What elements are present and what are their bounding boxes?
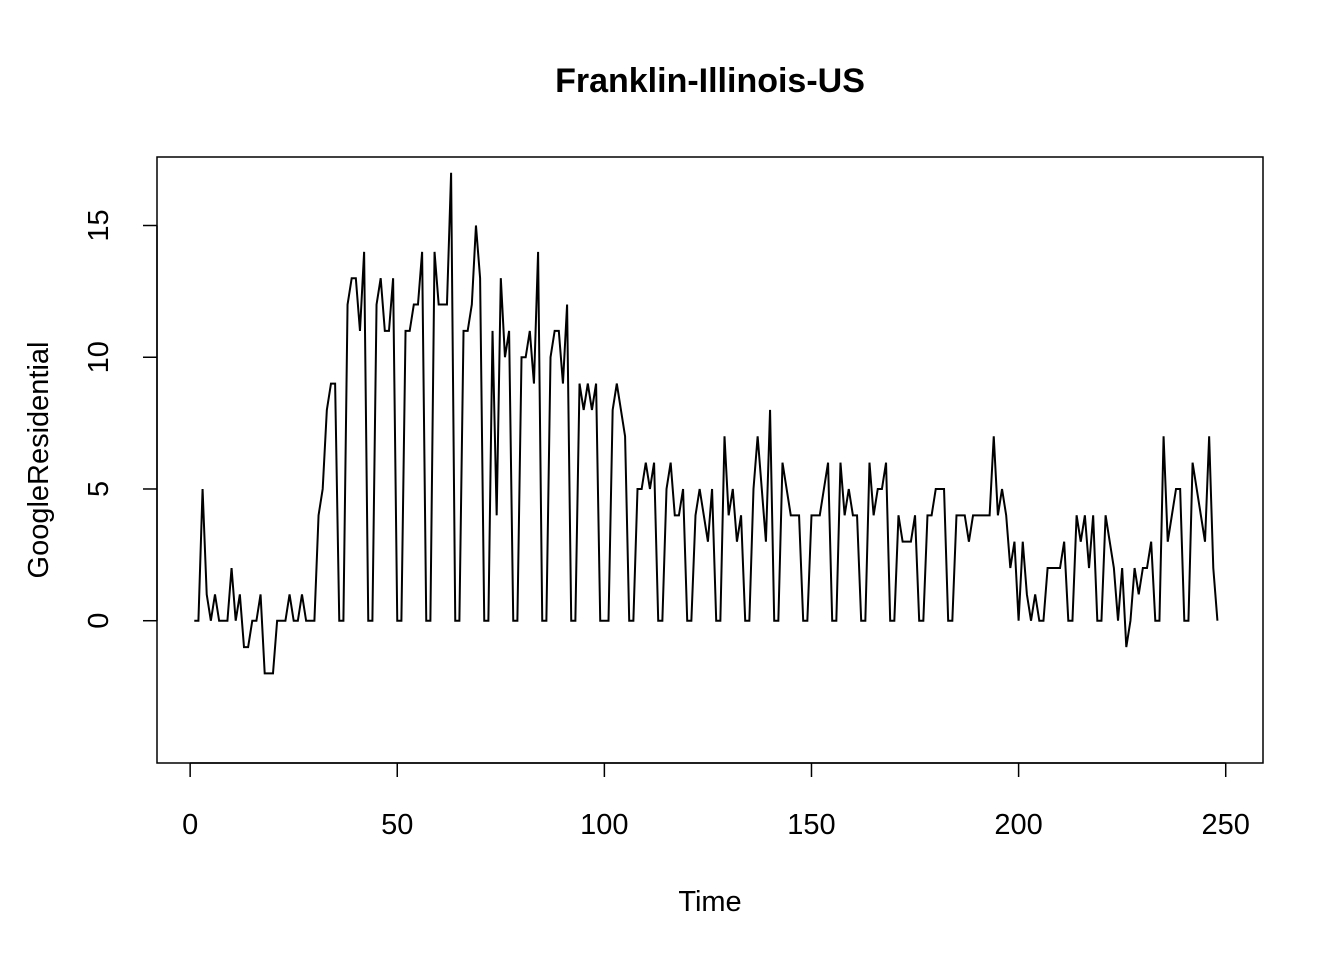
series-line <box>194 172 1219 675</box>
y-tick-label: 5 <box>83 481 115 497</box>
x-axis: 0 50 100 150 200 250 <box>182 762 1250 841</box>
x-tick-label: 150 <box>787 809 835 841</box>
chart-title: Franklin-Illinois-US <box>555 62 865 100</box>
y-axis: 0 5 10 15 <box>83 209 158 629</box>
x-tick-label: 250 <box>1202 809 1250 841</box>
x-tick-label: 50 <box>381 809 413 841</box>
x-tick-label: 200 <box>994 809 1042 841</box>
x-tick-label: 100 <box>580 809 628 841</box>
x-tick-label: 0 <box>182 809 198 841</box>
x-axis-label: Time <box>678 886 741 918</box>
y-tick-label: 15 <box>83 209 115 241</box>
y-tick-label: 0 <box>83 613 115 629</box>
y-tick-label: 10 <box>83 341 115 373</box>
series-group <box>194 172 1219 675</box>
y-axis-label: GoogleResidential <box>23 342 55 579</box>
